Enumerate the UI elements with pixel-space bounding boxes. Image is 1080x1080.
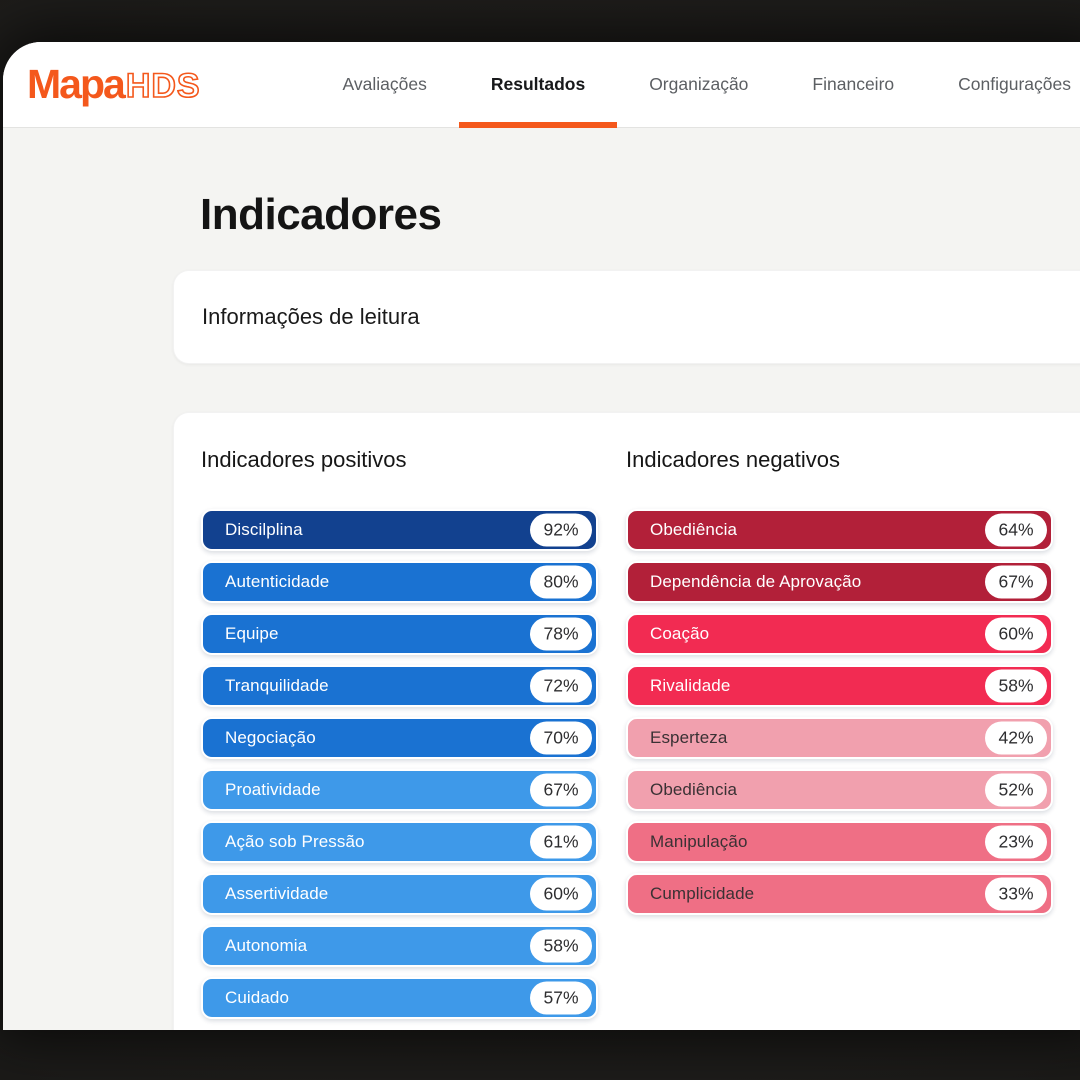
indicator-pill: Rivalidade 58% <box>626 665 1053 707</box>
indicator-pill: Tranquilidade 72% <box>201 665 598 707</box>
brand-logo[interactable]: Mapa HDS <box>3 42 201 127</box>
indicator-label: Assertividade <box>225 884 329 903</box>
indicator-value-badge: 64% <box>985 513 1047 547</box>
negative-indicators-column: Indicadores negativos Obediência 64% Depen… <box>626 447 1053 1030</box>
active-tab-underline <box>458 122 618 128</box>
indicator-label: Esperteza <box>650 728 728 747</box>
nav-tabs: Avaliações Resultados Organização Financ… <box>311 42 1080 128</box>
indicator-label: Proatividade <box>225 780 321 799</box>
negative-indicators-heading: Indicadores negativos <box>626 447 841 472</box>
tab-organizacao[interactable]: Organização <box>617 42 780 127</box>
indicator-pill: Assertividade 60% <box>201 873 598 915</box>
indicator-value-badge: 67% <box>530 773 592 807</box>
indicator-value-badge: 58% <box>530 929 592 963</box>
indicator-label: Negociação <box>225 728 316 747</box>
indicator-pill: Autonomia 58% <box>201 925 598 967</box>
tab-label: Financeiro <box>812 74 895 94</box>
tab-label: Organização <box>649 74 749 94</box>
positive-indicators-list: Discilplina 92% Autenticidade 80% Equipe 78% T… <box>201 509 598 1030</box>
reading-info-card[interactable]: Informações de leitura <box>173 270 1080 364</box>
indicator-value-badge: 52% <box>985 773 1047 807</box>
indicator-label: Cuidado <box>225 988 290 1007</box>
indicator-value-badge: 58% <box>985 669 1047 703</box>
positive-indicators-column: Indicadores positivos Discilplina 92% Aute… <box>201 447 598 1030</box>
indicator-value-badge: 23% <box>985 825 1047 859</box>
indicator-value-badge: 60% <box>530 877 592 911</box>
tab-resultados[interactable]: Resultados <box>458 42 618 128</box>
indicator-label: Coação <box>650 624 710 643</box>
indicator-pill: Autenticidade 80% <box>201 561 598 603</box>
indicator-pill-partial <box>201 1029 598 1030</box>
reading-info-title: Informações de leitura <box>202 304 420 329</box>
indicator-label: Autonomia <box>225 936 308 955</box>
indicator-value-badge: 78% <box>530 617 592 651</box>
indicator-pill: Ação sob Pressão 61% <box>201 821 598 863</box>
brand-logo-suffix: HDS <box>125 66 201 106</box>
tab-avaliacoes[interactable]: Avaliações <box>311 42 459 127</box>
brand-logo-text: Mapa <box>27 61 126 107</box>
indicator-label: Obediência <box>650 520 738 539</box>
indicator-pill: Manipulação 23% <box>626 821 1053 863</box>
indicator-pill: Esperteza 42% <box>626 717 1053 759</box>
indicator-label: Dependência de Aprovação <box>650 572 862 591</box>
indicator-pill: Equipe 78% <box>201 613 598 655</box>
indicator-value-badge: 42% <box>985 721 1047 755</box>
indicator-label: Manipulação <box>650 832 748 851</box>
indicator-pill: Obediência 64% <box>626 509 1053 551</box>
indicators-card: Indicadores positivos Discilplina 92% Aute… <box>173 412 1080 1030</box>
indicator-pill: Dependência de Aprovação 67% <box>626 561 1053 603</box>
indicator-value-badge: 60% <box>985 617 1047 651</box>
indicator-label: Cumplicidade <box>650 884 755 903</box>
indicator-value-badge: 70% <box>530 721 592 755</box>
indicator-label: Obediência <box>650 780 738 799</box>
tab-financeiro[interactable]: Financeiro <box>780 42 926 127</box>
indicator-pill: Coação 60% <box>626 613 1053 655</box>
indicator-label: Autenticidade <box>225 572 330 591</box>
tab-label: Avaliações <box>342 74 427 94</box>
indicator-value-badge: 33% <box>985 877 1047 911</box>
indicator-value-badge: 72% <box>530 669 592 703</box>
indicator-value-badge: 57% <box>530 981 592 1015</box>
indicator-label: Equipe <box>225 624 279 643</box>
indicator-label: Rivalidade <box>650 676 731 695</box>
indicator-pill: Obediência 52% <box>626 769 1053 811</box>
indicator-pill: Discilplina 92% <box>201 509 598 551</box>
indicator-label: Tranquilidade <box>225 676 329 695</box>
tab-label: Configurações <box>958 74 1071 94</box>
indicator-value-badge: 92% <box>530 513 592 547</box>
indicator-pill: Cuidado 57% <box>201 977 598 1019</box>
top-navigation-bar: Mapa HDS Avaliações Resultados Organizaç… <box>3 42 1080 128</box>
indicator-value-badge: 61% <box>530 825 592 859</box>
page-title: Indicadores <box>200 190 442 240</box>
indicator-pill: Negociação 70% <box>201 717 598 759</box>
tab-label: Resultados <box>490 74 586 94</box>
positive-indicators-heading: Indicadores positivos <box>201 447 407 472</box>
tab-configuracoes[interactable]: Configurações <box>926 42 1080 127</box>
indicator-value-badge: 80% <box>530 565 592 599</box>
indicator-pill: Proatividade 67% <box>201 769 598 811</box>
indicator-value-badge: 67% <box>985 565 1047 599</box>
negative-indicators-list: Obediência 64% Dependência de Aprovação 67%… <box>626 509 1053 915</box>
app-window: Mapa HDS Avaliações Resultados Organizaç… <box>3 42 1080 1030</box>
indicator-label: Ação sob Pressão <box>225 832 365 851</box>
indicator-pill: Cumplicidade 33% <box>626 873 1053 915</box>
indicator-label: Discilplina <box>225 520 303 539</box>
